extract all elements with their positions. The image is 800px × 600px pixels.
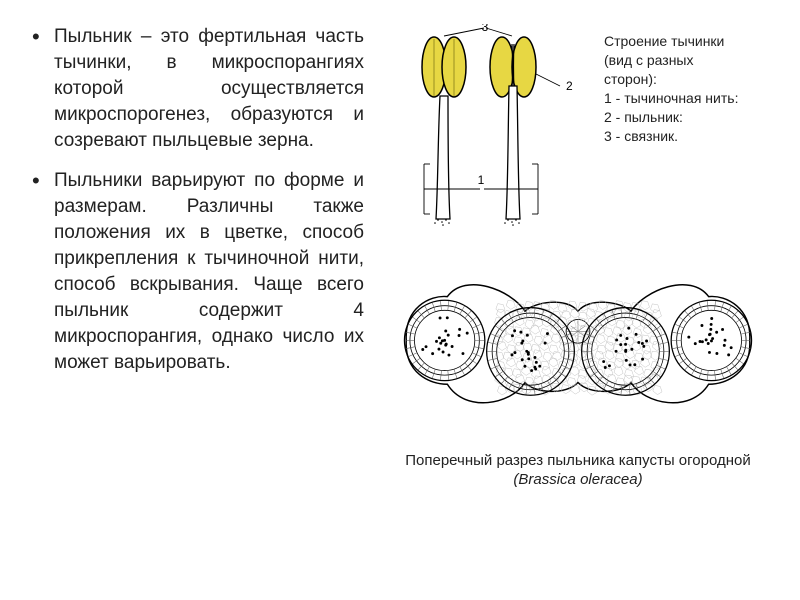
cross-section-caption-line2: (Brassica oleracea) (513, 471, 642, 488)
figures-column: 3 2 1 Строение тычинки (вид с разных сто… (388, 24, 768, 489)
stamen-caption-label-3: 3 - связник. (604, 127, 744, 146)
stamen-caption-label-2: 2 - пыльник: (604, 108, 744, 127)
label-2: 2 (566, 79, 573, 93)
bullet-1: • Пыльник – это фертильная часть тычинки… (32, 24, 364, 154)
cross-section-svg (388, 250, 768, 440)
cross-section-caption-line1: Поперечный разрез пыльника капусты огоро… (405, 452, 750, 469)
text-column: • Пыльник – это фертильная часть тычинки… (32, 24, 364, 489)
stamen-right (490, 37, 536, 226)
stamen-figure: 3 2 1 Строение тычинки (вид с разных сто… (388, 24, 768, 244)
stamen-caption: Строение тычинки (вид с разных сторон): … (604, 32, 744, 244)
bullet-2-text: Пыльники варьируют по форме и размерам. … (54, 168, 364, 376)
label-1: 1 (478, 173, 485, 187)
cross-section-figure: Поперечный разрез пыльника капусты огоро… (388, 250, 768, 489)
stamen-caption-label-1: 1 - тычиночная нить: (604, 89, 744, 108)
label-3: 3 (482, 24, 489, 34)
stamen-svg: 3 2 1 (388, 24, 588, 244)
bullet-mark: • (32, 168, 54, 376)
bullet-1-text: Пыльник – это фертильная часть тычинки, … (54, 24, 364, 154)
bullet-2: • Пыльники варьируют по форме и размерам… (32, 168, 364, 376)
stamen-caption-title: Строение тычинки (вид с разных сторон): (604, 32, 744, 89)
stamen-left (422, 37, 466, 226)
cross-section-caption: Поперечный разрез пыльника капусты огоро… (388, 451, 768, 489)
bullet-mark: • (32, 24, 54, 154)
